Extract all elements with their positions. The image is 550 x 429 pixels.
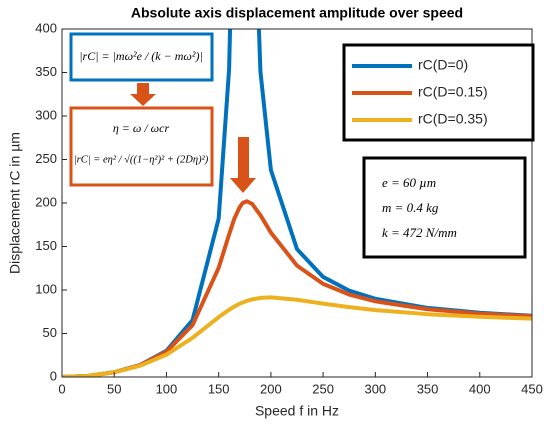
y-tick-label: 50 xyxy=(43,325,57,340)
x-tick-label: 250 xyxy=(312,381,334,396)
y-tick-label: 100 xyxy=(35,281,57,296)
param: e = 60 µm xyxy=(382,175,436,190)
y-axis-label: Displacement rC in µm xyxy=(7,132,23,274)
y-tick-label: 200 xyxy=(35,194,57,209)
legend-items: rC(D=0) rC(D=0.15) rC(D=0.35) xyxy=(352,57,488,127)
y-tick-label: 150 xyxy=(35,238,57,253)
x-tick-label: 50 xyxy=(107,381,121,396)
chart-title: Absolute axis displacement amplitude ove… xyxy=(131,5,463,21)
x-axis-label: Speed f in Hz xyxy=(255,403,339,419)
legend-label: rC(D=0) xyxy=(418,57,468,73)
y-tick-label: 250 xyxy=(35,151,57,166)
x-tick-label: 200 xyxy=(260,381,282,396)
formula-box xyxy=(69,32,214,82)
y-tick-label: 300 xyxy=(35,107,57,122)
y-tick-label: 0 xyxy=(50,368,57,383)
eta-formula: η = ω / ωcr xyxy=(113,121,170,135)
plot-area xyxy=(62,29,532,377)
legend-label: rC(D=0.35) xyxy=(418,111,488,127)
x-tick-label: 0 xyxy=(58,381,65,396)
model-formula: |rC| = eη² / √((1−η²)² + (2Dη)²) xyxy=(74,153,209,165)
param: k = 472 N/mm xyxy=(382,225,457,240)
x-tick-label: 300 xyxy=(364,381,386,396)
formula: |rC| = |mω²e / (k − mω²)| xyxy=(79,49,203,63)
y-tick-label: 400 xyxy=(35,20,57,35)
x-tick-label: 400 xyxy=(469,381,491,396)
model-box xyxy=(69,106,214,187)
x-tick-label: 350 xyxy=(417,381,439,396)
params-box xyxy=(362,156,527,259)
x-tick-label: 100 xyxy=(156,381,178,396)
x-tick-label: 450 xyxy=(521,381,543,396)
x-tick-label: 150 xyxy=(208,381,230,396)
y-tick-label: 350 xyxy=(35,64,57,79)
series-line xyxy=(62,295,532,377)
param: m = 0.4 kg xyxy=(382,200,439,215)
legend-label: rC(D=0.15) xyxy=(418,84,488,100)
arrow xyxy=(130,83,156,106)
arrow xyxy=(230,137,256,193)
